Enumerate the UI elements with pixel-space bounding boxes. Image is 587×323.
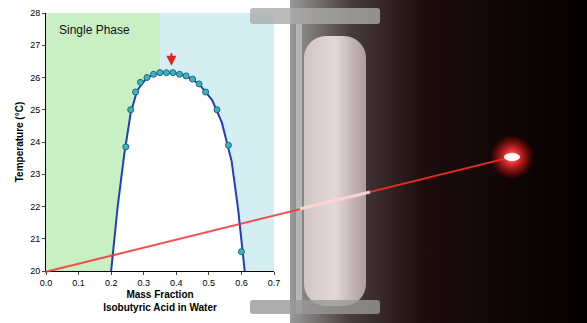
svg-text:22: 22 bbox=[30, 202, 40, 212]
svg-text:Single Phase: Single Phase bbox=[59, 23, 130, 37]
svg-text:24: 24 bbox=[30, 137, 40, 147]
svg-text:0.6: 0.6 bbox=[235, 278, 248, 288]
svg-text:0.1: 0.1 bbox=[72, 278, 85, 288]
svg-text:20: 20 bbox=[30, 266, 40, 276]
svg-text:0.5: 0.5 bbox=[203, 278, 216, 288]
svg-text:0.7: 0.7 bbox=[268, 278, 281, 288]
svg-text:21: 21 bbox=[30, 234, 40, 244]
svg-text:25: 25 bbox=[30, 105, 40, 115]
svg-text:0.0: 0.0 bbox=[40, 278, 53, 288]
svg-text:0.3: 0.3 bbox=[137, 278, 150, 288]
svg-text:Temperature (°C): Temperature (°C) bbox=[14, 102, 25, 183]
svg-text:23: 23 bbox=[30, 169, 40, 179]
svg-text:Mass FractionIsobutyric Acid i: Mass FractionIsobutyric Acid in Water bbox=[103, 289, 217, 313]
svg-text:28: 28 bbox=[30, 8, 40, 18]
svg-text:26: 26 bbox=[30, 73, 40, 83]
svg-text:0.4: 0.4 bbox=[170, 278, 183, 288]
svg-text:0.2: 0.2 bbox=[105, 278, 118, 288]
svg-text:27: 27 bbox=[30, 40, 40, 50]
